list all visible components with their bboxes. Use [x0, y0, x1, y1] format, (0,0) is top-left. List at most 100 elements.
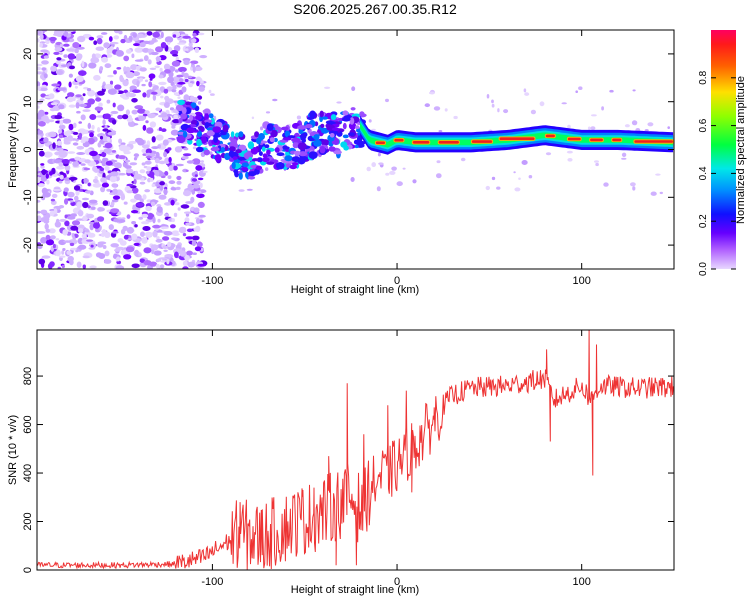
spectrogram-noise-blob	[49, 210, 55, 217]
spectrogram-noise-blob	[123, 234, 129, 240]
spectrogram-noise-blob	[129, 85, 137, 91]
spectrogram-noise-blob	[67, 191, 75, 198]
spectrogram-noise-blob	[75, 75, 84, 83]
spectrogram-noise-blob	[89, 223, 94, 231]
spectrogram-noise-blob	[460, 157, 466, 162]
spectrogram-noise-blob	[88, 62, 97, 69]
spectrogram-noise-blob	[81, 233, 87, 239]
colorbar: 0.0 0.2 0.4 0.6 0.8 Normalized spectral ampl…	[698, 30, 747, 276]
spectrogram-ridge-blob	[177, 99, 186, 106]
spectrogram-ridge-blob	[289, 164, 298, 170]
spectrogram-noise-blob	[101, 159, 106, 167]
spectrogram-noise-blob	[148, 81, 153, 88]
spectrogram-noise-blob	[371, 128, 376, 132]
spectrogram-noise-blob	[162, 245, 168, 250]
spectrogram-noise-blob	[115, 246, 125, 250]
spectrogram-noise-blob	[59, 52, 63, 55]
spectrogram-noise-blob	[113, 162, 122, 169]
spectrogram-noise-blob	[102, 245, 107, 249]
spectrogram-noise-blob	[87, 89, 96, 97]
spectrogram-noise-blob	[109, 80, 114, 85]
spectrogram-noise-blob	[131, 221, 137, 225]
spectrogram-noise-blob	[107, 88, 117, 95]
spectrogram-noise-blob	[378, 162, 384, 165]
spectrogram-noise-blob	[96, 35, 104, 39]
spectrogram-noise-blob	[89, 132, 94, 138]
spectrogram-noise-blob	[59, 218, 67, 222]
spectrogram-noise-blob	[164, 36, 174, 43]
spectrogram-noise-blob	[134, 249, 139, 255]
spectrogram-noise-blob	[139, 77, 144, 82]
spectrogram-noise-blob	[40, 74, 44, 80]
spectrogram-noise-blob	[141, 213, 149, 218]
spectrogram-noise-blob	[181, 86, 187, 93]
spectrogram-noise-blob	[146, 213, 155, 220]
spectrogram-ridge-blob	[319, 146, 326, 154]
colorbar-tick-label: 0.6	[698, 118, 709, 132]
spectrogram-ridge-blob	[180, 113, 188, 120]
spectrogram-noise-blob	[81, 197, 90, 201]
spectrogram-noise-blob	[70, 201, 76, 207]
spectrogram-noise-blob	[146, 31, 153, 36]
spectrogram-noise-blob	[188, 42, 193, 47]
spectrogram-noise-blob	[147, 59, 152, 65]
spectrogram-noise-blob	[68, 104, 76, 108]
spectrogram-noise-blob	[185, 201, 194, 204]
spectrogram-noise-blob	[185, 222, 192, 226]
spectrogram-noise-blob	[86, 213, 95, 219]
spectrogram-ridge-blob	[261, 146, 266, 152]
spectrogram-noise-blob	[132, 32, 137, 38]
snr-ylabel: SNR (10 * v/v)	[7, 415, 19, 485]
spectrogram-noise-blob	[170, 224, 176, 229]
spectrogram-noise-blob	[385, 172, 390, 176]
spectrogram-noise-blob	[171, 232, 180, 236]
spectrogram-noise-blob	[77, 35, 86, 43]
spectrogram-ridge-blob	[276, 152, 285, 157]
spectrogram-ridge-blob	[189, 124, 197, 128]
spectrogram-noise-blob	[87, 98, 95, 105]
spectrogram-noise-blob	[127, 93, 136, 98]
spectrogram-noise-blob	[38, 150, 45, 157]
spectrogram-noise-blob	[96, 37, 103, 45]
spectrogram-ridge-blob	[197, 130, 202, 138]
spectrogram-noise-blob	[75, 189, 80, 196]
spectrogram-noise-blob	[128, 140, 137, 145]
spectrogram-noise-blob	[106, 188, 112, 192]
spectrogram-noise-blob	[70, 225, 79, 231]
spectrogram-noise-blob	[168, 156, 172, 163]
spectrogram-noise-blob	[172, 34, 177, 38]
spectrogram-noise-blob	[200, 80, 204, 84]
spectrogram-noise-blob	[185, 169, 189, 172]
spectrogram-noise-blob	[175, 186, 181, 190]
spectrogram-noise-blob	[385, 98, 389, 103]
spectrogram-ridge-blob	[308, 151, 318, 160]
spectrogram-noise-blob	[80, 139, 86, 144]
spectrogram-noise-blob	[152, 230, 158, 238]
spectrogram-ridge-blob	[283, 137, 292, 141]
spectrogram-noise-blob	[87, 182, 91, 187]
spectrogram-noise-blob	[199, 55, 208, 59]
colorbar-ticks: 0.0 0.2 0.4 0.6 0.8	[698, 70, 736, 276]
spectrogram-noise-blob	[142, 124, 147, 131]
spectrogram-noise-blob	[40, 175, 48, 182]
spectrogram-noise-blob	[100, 177, 107, 183]
spectrogram-noise-blob	[149, 67, 157, 71]
spectrogram-noise-blob	[621, 157, 627, 160]
spectrogram-noise-blob	[197, 95, 203, 100]
colorbar-tick-label: 0.4	[698, 166, 709, 180]
spectrogram-noise-blob	[41, 60, 49, 65]
spectrogram-noise-blob	[97, 90, 105, 96]
spectrogram-noise-blob	[168, 165, 174, 172]
colorbar-label: Normalized spectral amplitude	[735, 76, 747, 224]
spectrogram-noise-blob	[485, 185, 490, 191]
spectrogram-noise-blob	[95, 97, 102, 102]
spectrogram-noise-blob	[79, 103, 88, 108]
spectrogram-noise-blob	[116, 67, 122, 70]
spectrogram-noise-blob	[125, 71, 135, 79]
spectrogram-noise-blob	[63, 131, 71, 137]
spectrogram-noise-blob	[97, 216, 105, 222]
spectrogram-noise-blob	[134, 47, 144, 53]
spectrogram-noise-blob	[109, 41, 119, 45]
spectrogram-ridge-blob	[298, 151, 308, 157]
spectrogram-noise-blob	[632, 186, 636, 191]
